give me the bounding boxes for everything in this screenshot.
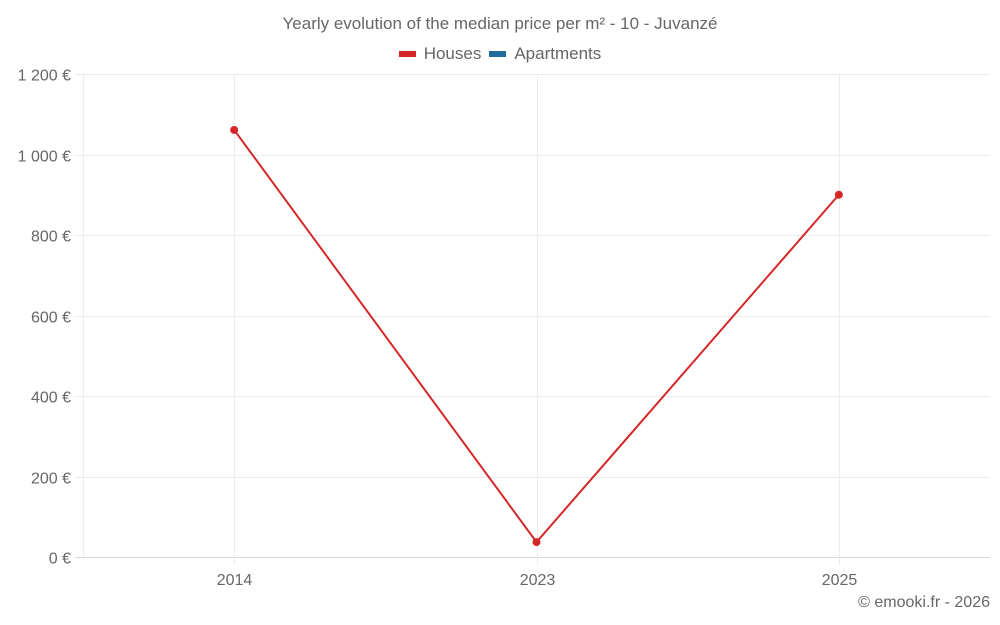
legend-item-apartments[interactable]: Apartments xyxy=(489,44,601,64)
legend-label-apartments: Apartments xyxy=(514,44,602,63)
legend-label-houses: Houses xyxy=(423,44,482,63)
chart-title: Yearly evolution of the median price per… xyxy=(282,14,718,33)
y-tick-label: 0 € xyxy=(49,551,71,568)
grid-lines xyxy=(75,74,990,565)
y-tick-label: 1 000 € xyxy=(18,149,71,166)
y-tick-label: 800 € xyxy=(31,229,71,246)
legend-item-houses[interactable]: Houses xyxy=(398,44,482,64)
y-tick-label: 600 € xyxy=(31,310,71,327)
y-axis: 0 € 200 € 400 € 600 € 800 € 1 000 € 1 200 € xyxy=(18,68,71,568)
houses-swatch-icon xyxy=(398,51,416,57)
chart-legend: Houses Apartments xyxy=(0,44,1000,64)
y-tick-label: 400 € xyxy=(31,390,71,407)
credit-text: © emooki.fr - 2026 xyxy=(858,594,990,611)
data-point[interactable] xyxy=(230,125,239,134)
y-tick-label: 200 € xyxy=(31,471,71,488)
series-houses xyxy=(230,125,843,547)
x-tick-label: 2023 xyxy=(520,572,556,589)
x-axis: 2014 2023 2025 xyxy=(217,572,858,589)
x-tick-label: 2014 xyxy=(217,572,253,589)
data-point[interactable] xyxy=(834,190,843,199)
y-tick-label: 1 200 € xyxy=(18,68,71,85)
x-tick-label: 2025 xyxy=(822,572,858,589)
apartments-swatch-icon xyxy=(489,51,507,57)
data-point[interactable] xyxy=(532,538,541,547)
